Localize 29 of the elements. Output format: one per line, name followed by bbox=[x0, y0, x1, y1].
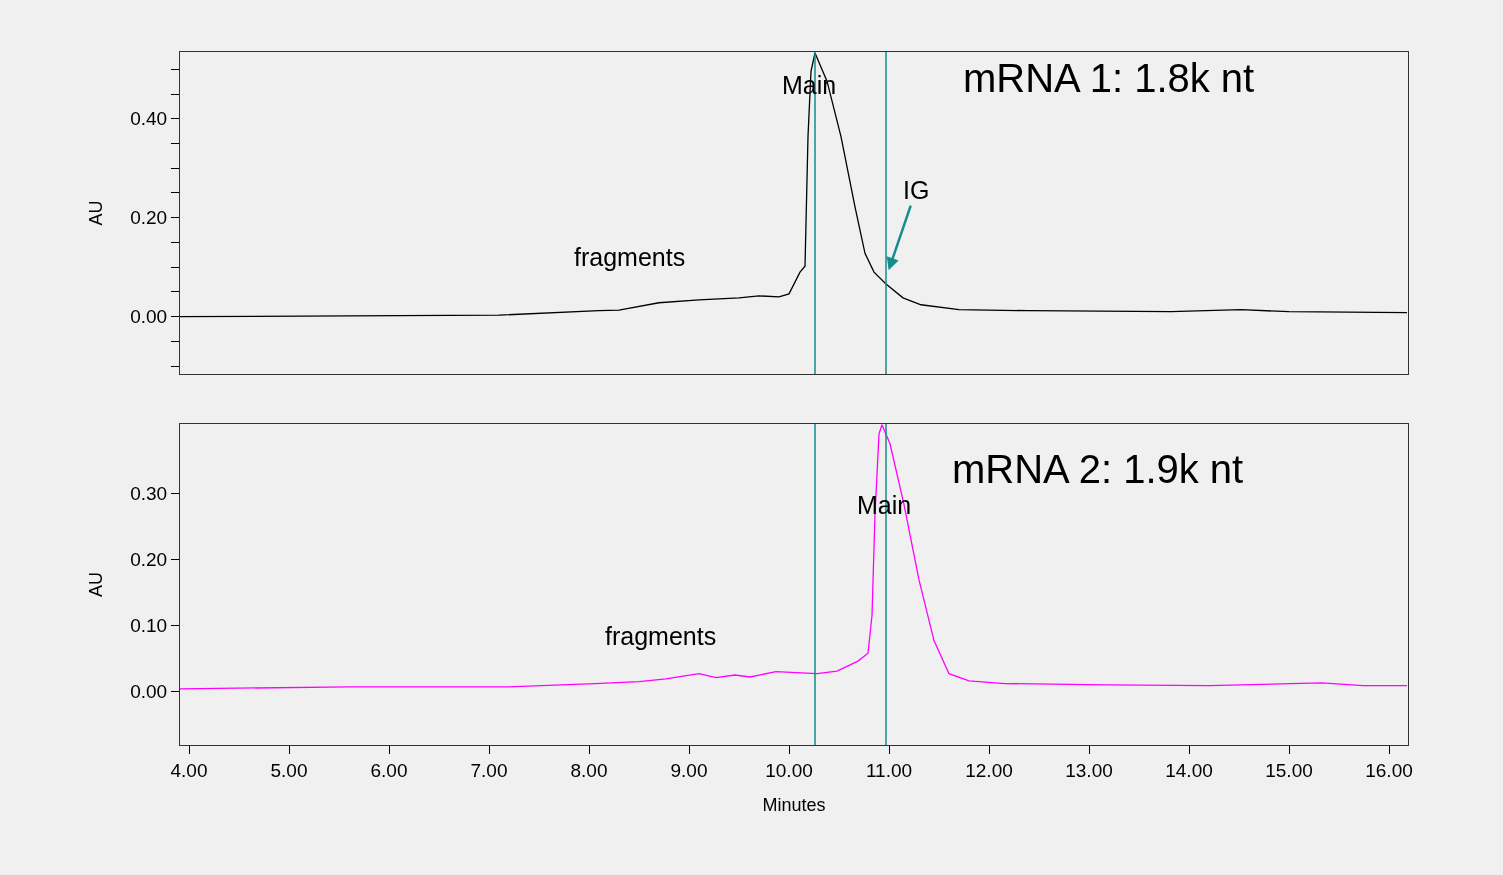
y-tick-label: 0.00 bbox=[130, 306, 168, 328]
text: mRNA 2: 1.9k nt bbox=[952, 447, 1244, 491]
x-tick-label: 6.00 bbox=[370, 759, 408, 781]
y-tick-label: 0.40 bbox=[130, 108, 168, 130]
x-tick-label: 13.00 bbox=[1065, 759, 1113, 781]
x-tick-label: 5.00 bbox=[270, 759, 308, 781]
x-tick-label: 11.00 bbox=[865, 759, 913, 781]
x-tick-label: 9.00 bbox=[670, 759, 708, 781]
chart-title: mRNA 1: 1.8k nt bbox=[963, 56, 1255, 100]
x-tick-label: 4.00 bbox=[170, 759, 208, 781]
y-axis-title: AU bbox=[86, 200, 107, 226]
y-tick-label: 0.00 bbox=[130, 681, 168, 703]
x-tick-label: 8.00 bbox=[570, 759, 608, 781]
annotation: IG bbox=[903, 176, 930, 204]
y-tick-label: 0.20 bbox=[130, 207, 168, 229]
y-axis-title: AU bbox=[86, 571, 107, 598]
x-tick-label: 15.00 bbox=[1265, 759, 1313, 781]
x-tick-label: 7.00 bbox=[470, 759, 508, 781]
x-tick-label: 12.00 bbox=[965, 759, 1013, 781]
y-tick-label: 0.10 bbox=[130, 615, 168, 637]
y-tick-label: 0.30 bbox=[130, 483, 168, 504]
line-series bbox=[180, 424, 1408, 690]
annotation: fragments bbox=[605, 622, 717, 650]
x-tick-label: 10.00 bbox=[765, 759, 813, 781]
annotation: fragments bbox=[574, 243, 686, 271]
x-axis-title: Minutes bbox=[762, 794, 826, 815]
y-tick-label: 0.20 bbox=[130, 549, 168, 571]
x-tick-label: 14.00 bbox=[1165, 759, 1213, 781]
x-tick-label: 16.00 bbox=[1365, 759, 1413, 781]
